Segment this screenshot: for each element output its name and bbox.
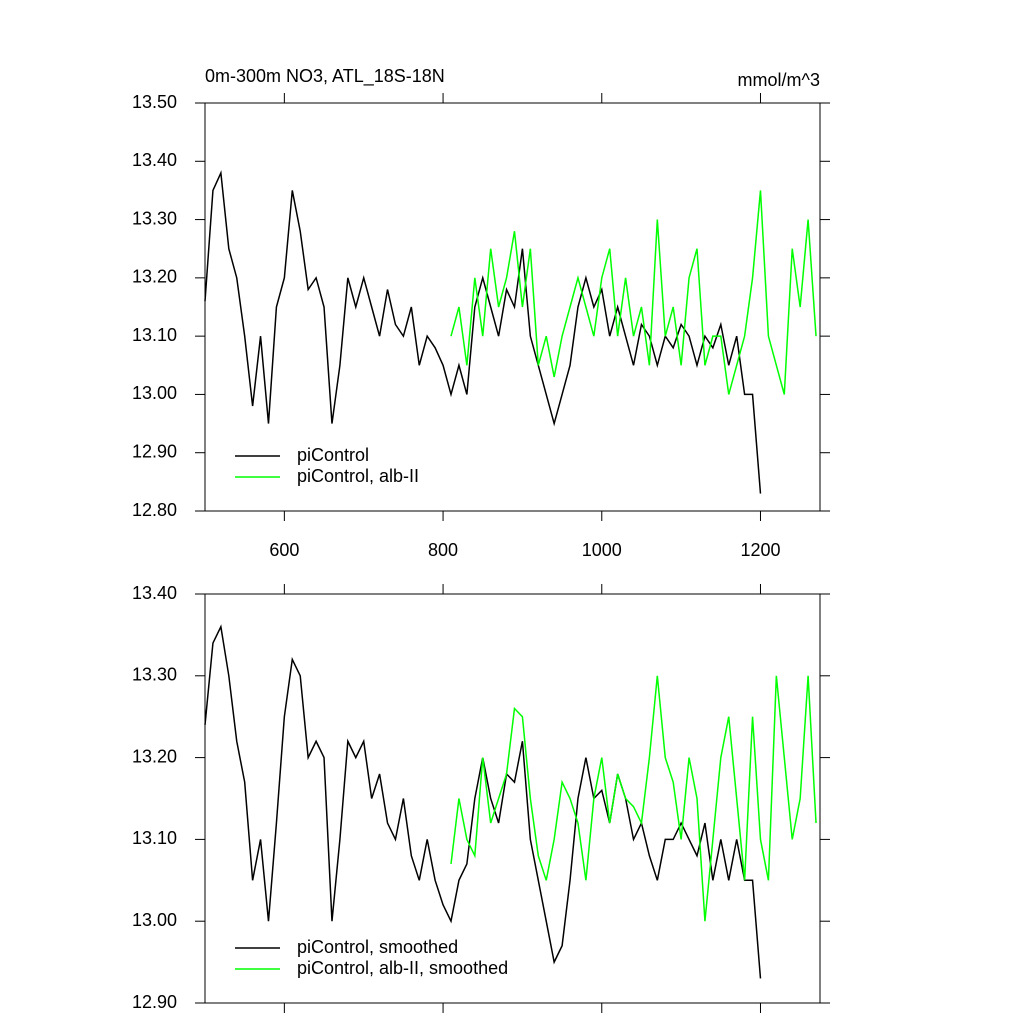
y-tick-label: 13.20 <box>132 746 177 766</box>
y-tick-label: 12.90 <box>132 441 177 461</box>
y-tick-label: 13.00 <box>132 910 177 930</box>
y-tick-label: 13.10 <box>132 325 177 345</box>
y-tick-label: 13.00 <box>132 383 177 403</box>
series-line <box>450 675 817 922</box>
y-tick-label: 13.20 <box>132 267 177 287</box>
y-tick-label: 13.30 <box>132 208 177 228</box>
legend-label: piControl, smoothed <box>297 937 458 957</box>
series-line <box>204 170 762 494</box>
plot-frame <box>204 593 821 1004</box>
chart-title: 0m-300m NO3, ATL_18S-18N <box>205 66 445 87</box>
legend-label: piControl, alb-II, smoothed <box>297 958 508 978</box>
y-tick-label: 12.80 <box>132 500 177 520</box>
y-tick-label: 13.10 <box>132 828 177 848</box>
y-tick-label: 12.90 <box>132 992 177 1012</box>
y-tick-label: 13.50 <box>132 92 177 112</box>
series-line <box>450 190 817 395</box>
legend-label: piControl, alb-II <box>297 466 419 486</box>
x-tick-label: 800 <box>428 540 458 560</box>
x-tick-label: 600 <box>269 540 299 560</box>
y-tick-label: 13.30 <box>132 665 177 685</box>
plot-frame <box>204 102 821 512</box>
x-tick-label: 1000 <box>582 540 622 560</box>
legend-label: piControl <box>297 445 369 465</box>
y-tick-label: 13.40 <box>132 150 177 170</box>
x-tick-label: 1200 <box>740 540 780 560</box>
series-line <box>204 624 762 979</box>
y-tick-label: 13.40 <box>132 583 177 603</box>
unit-label: mmol/m^3 <box>738 70 820 90</box>
